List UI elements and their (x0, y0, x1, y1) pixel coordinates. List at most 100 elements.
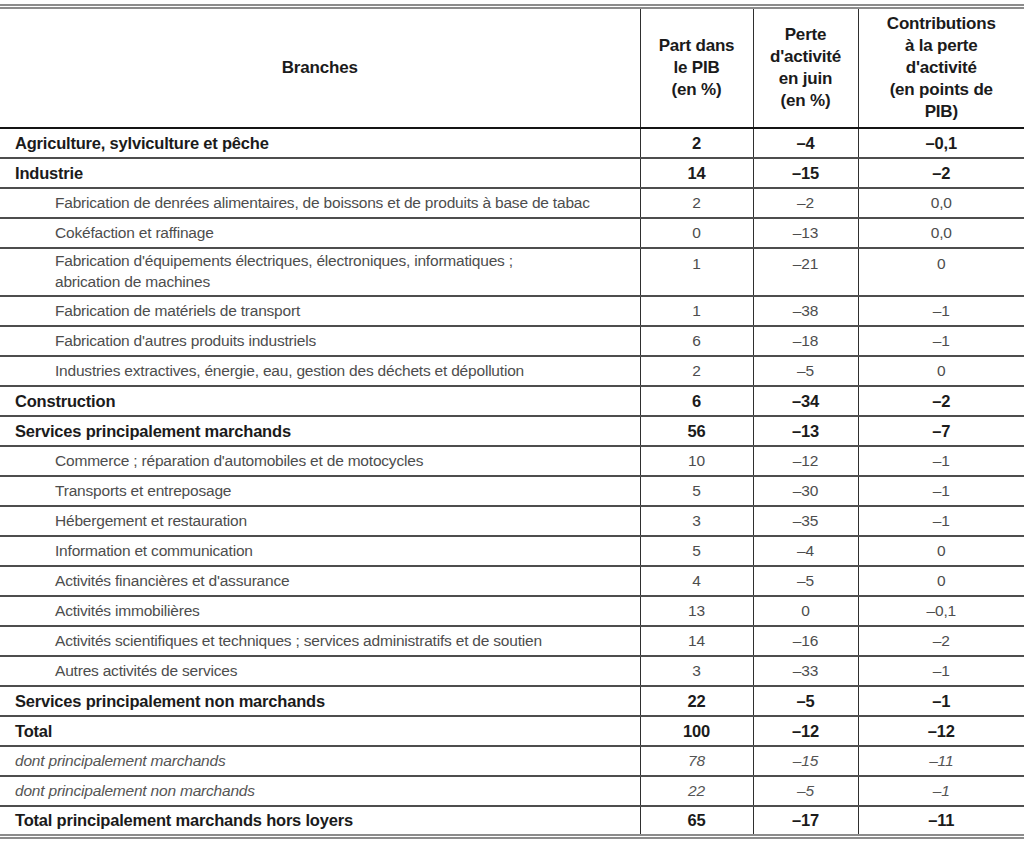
perte-activite-value: –18 (753, 326, 858, 356)
perte-activite-value: –34 (753, 386, 858, 416)
column-header-part-pib: Part dans le PIB (en %) (640, 7, 753, 129)
contribution-value: –0,1 (858, 596, 1024, 626)
perte-activite-value: –15 (753, 158, 858, 188)
perte-activite-value: –33 (753, 656, 858, 686)
table-row: Information et communication5–40 (0, 536, 1024, 566)
branch-label: Commerce ; réparation d'automobiles et d… (0, 446, 640, 476)
contribution-value: –2 (858, 158, 1024, 188)
branch-label: Activités immobilières (0, 596, 640, 626)
branch-label: dont principalement marchands (0, 746, 640, 776)
contribution-value: 0 (858, 356, 1024, 386)
branch-label: Industries extractives, énergie, eau, ge… (0, 356, 640, 386)
perte-activite-value: –5 (753, 686, 858, 716)
table-row: Hébergement et restauration3–35–1 (0, 506, 1024, 536)
branch-label: Agriculture, sylviculture et pêche (0, 128, 640, 158)
perte-activite-value: –16 (753, 626, 858, 656)
part-pib-value: 2 (640, 128, 753, 158)
contribution-value: –2 (858, 626, 1024, 656)
branch-label: Services principalement marchands (0, 416, 640, 446)
header-row: Branches Part dans le PIB (en %) Perte d… (0, 7, 1024, 129)
column-header-contributions: Contributions à la perte d'activité (en … (858, 7, 1024, 129)
branch-label: dont principalement non marchands (0, 776, 640, 806)
branches-activity-table: Branches Part dans le PIB (en %) Perte d… (0, 4, 1024, 839)
branch-label: Fabrication de matériels de transport (0, 296, 640, 326)
perte-activite-value: 0 (753, 596, 858, 626)
table-row: Fabrication de denrées alimentaires, de … (0, 188, 1024, 218)
contribution-value: –11 (858, 806, 1024, 836)
table-row: Cokéfaction et raffinage0–130,0 (0, 218, 1024, 248)
branch-label: Construction (0, 386, 640, 416)
table-row: Construction6–34–2 (0, 386, 1024, 416)
contribution-value: –2 (858, 386, 1024, 416)
contribution-value: –1 (858, 686, 1024, 716)
part-pib-value: 13 (640, 596, 753, 626)
branch-label: Total (0, 716, 640, 746)
branch-label: Activités financières et d'assurance (0, 566, 640, 596)
contribution-value: –1 (858, 776, 1024, 806)
part-pib-value: 56 (640, 416, 753, 446)
contribution-value: –1 (858, 506, 1024, 536)
part-pib-value: 1 (640, 296, 753, 326)
part-pib-value: 22 (640, 776, 753, 806)
branch-label: Services principalement non marchands (0, 686, 640, 716)
table-row: Fabrication d'équipements électriques, é… (0, 248, 1024, 296)
perte-activite-value: –5 (753, 356, 858, 386)
branch-label: Fabrication de denrées alimentaires, de … (0, 188, 640, 218)
contribution-value: –7 (858, 416, 1024, 446)
table-body: Agriculture, sylviculture et pêche2–4–0,… (0, 128, 1024, 836)
table-row: Fabrication de matériels de transport1–3… (0, 296, 1024, 326)
perte-activite-value: –12 (753, 446, 858, 476)
contribution-value: 0 (858, 248, 1024, 296)
table-row: Activités immobilières130–0,1 (0, 596, 1024, 626)
table-row: Activités financières et d'assurance4–50 (0, 566, 1024, 596)
perte-activite-value: –30 (753, 476, 858, 506)
contribution-value: –0,1 (858, 128, 1024, 158)
part-pib-value: 4 (640, 566, 753, 596)
table-row: Autres activités de services3–33–1 (0, 656, 1024, 686)
table-row: Industrie14–15–2 (0, 158, 1024, 188)
branch-label: Information et communication (0, 536, 640, 566)
table-row: Total principalement marchands hors loye… (0, 806, 1024, 836)
perte-activite-value: –5 (753, 776, 858, 806)
contribution-value: –1 (858, 656, 1024, 686)
perte-activite-value: –2 (753, 188, 858, 218)
part-pib-value: 2 (640, 356, 753, 386)
contribution-value: –12 (858, 716, 1024, 746)
part-pib-value: 10 (640, 446, 753, 476)
part-pib-value: 1 (640, 248, 753, 296)
part-pib-value: 14 (640, 626, 753, 656)
table-row: Total100–12–12 (0, 716, 1024, 746)
part-pib-value: 0 (640, 218, 753, 248)
contribution-value: –1 (858, 476, 1024, 506)
table-row: Industries extractives, énergie, eau, ge… (0, 356, 1024, 386)
branch-label: Activités scientifiques et techniques ; … (0, 626, 640, 656)
branch-label: Industrie (0, 158, 640, 188)
perte-activite-value: –13 (753, 218, 858, 248)
table-row: Transports et entreposage5–30–1 (0, 476, 1024, 506)
document-page: Branches Part dans le PIB (en %) Perte d… (0, 0, 1024, 846)
perte-activite-value: –4 (753, 128, 858, 158)
table-row: Fabrication d'autres produits industriel… (0, 326, 1024, 356)
part-pib-value: 5 (640, 536, 753, 566)
contribution-value: –11 (858, 746, 1024, 776)
column-header-perte-activite: Perte d'activité en juin (en %) (753, 7, 858, 129)
part-pib-value: 14 (640, 158, 753, 188)
table-header: Branches Part dans le PIB (en %) Perte d… (0, 7, 1024, 129)
perte-activite-value: –38 (753, 296, 858, 326)
contribution-value: 0,0 (858, 188, 1024, 218)
column-header-branches: Branches (0, 7, 640, 129)
table-row: Agriculture, sylviculture et pêche2–4–0,… (0, 128, 1024, 158)
part-pib-value: 2 (640, 188, 753, 218)
perte-activite-value: –15 (753, 746, 858, 776)
table-row: Commerce ; réparation d'automobiles et d… (0, 446, 1024, 476)
branch-label: Fabrication d'autres produits industriel… (0, 326, 640, 356)
perte-activite-value: –17 (753, 806, 858, 836)
contribution-value: –1 (858, 446, 1024, 476)
part-pib-value: 22 (640, 686, 753, 716)
table-row: Activités scientifiques et techniques ; … (0, 626, 1024, 656)
perte-activite-value: –13 (753, 416, 858, 446)
table-row: dont principalement non marchands22–5–1 (0, 776, 1024, 806)
perte-activite-value: –35 (753, 506, 858, 536)
branch-label: Cokéfaction et raffinage (0, 218, 640, 248)
perte-activite-value: –12 (753, 716, 858, 746)
